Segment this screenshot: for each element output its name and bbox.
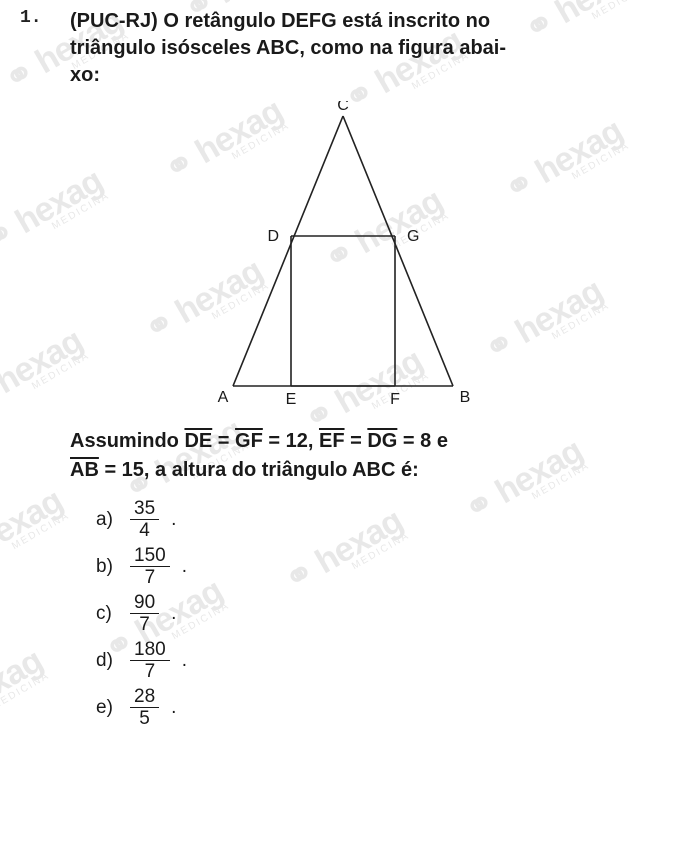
option-fraction: 1507 [130, 546, 170, 587]
option: a)354. [96, 499, 650, 540]
svg-text:F: F [390, 391, 400, 408]
option-fraction: 907 [130, 593, 159, 634]
svg-text:D: D [267, 228, 279, 245]
option: d)1807. [96, 640, 650, 681]
given-data: Assumindo DE = GF = 12, EF = DG = 8 e AB… [70, 427, 650, 485]
svg-text:A: A [218, 389, 229, 406]
option-letter: a) [96, 509, 120, 531]
stem-line-2: triângulo isósceles ABC, como na figura … [70, 37, 506, 59]
given-line-2: AB = 15, a altura do triângulo ABC é: [70, 459, 419, 481]
option-letter: e) [96, 697, 120, 719]
svg-text:G: G [407, 228, 419, 245]
option: e)285. [96, 687, 650, 728]
svg-text:E: E [286, 391, 297, 408]
option-letter: b) [96, 556, 120, 578]
geometry-figure: C A B E F D G [213, 101, 473, 411]
option-fraction: 285 [130, 687, 159, 728]
option-letter: d) [96, 650, 120, 672]
stem-line-1: (PUC-RJ) O retângulo DEFG está inscrito … [70, 10, 490, 32]
question-stem: (PUC-RJ) O retângulo DEFG está inscrito … [70, 8, 650, 89]
svg-text:C: C [337, 101, 349, 114]
options-list: a)354.b)1507.c)907.d)1807.e)285. [96, 499, 650, 728]
question-number: 1. [20, 8, 42, 28]
option-letter: c) [96, 603, 120, 625]
given-line-1: Assumindo DE = GF = 12, EF = DG = 8 e [70, 430, 448, 452]
option-fraction: 1807 [130, 640, 170, 681]
option: c)907. [96, 593, 650, 634]
stem-line-3: xo: [70, 64, 100, 86]
svg-text:B: B [460, 389, 471, 406]
option-fraction: 354 [130, 499, 159, 540]
option: b)1507. [96, 546, 650, 587]
